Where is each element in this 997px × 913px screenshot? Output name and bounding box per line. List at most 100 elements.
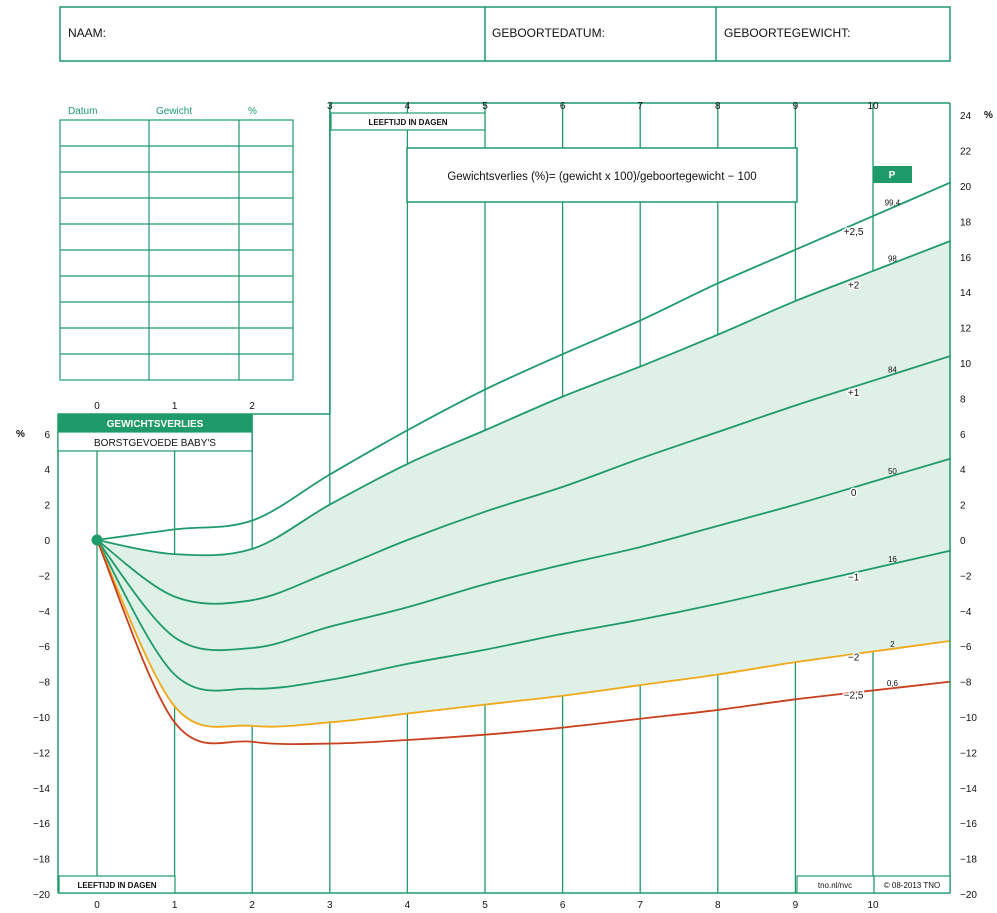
- series-line: [96, 181, 951, 541]
- age-label-top: LEEFTIJD IN DAGEN: [368, 118, 447, 127]
- birthweight-label: GEBOORTEGEWICHT:: [724, 26, 850, 40]
- y-tick-label-right: −10: [960, 713, 977, 724]
- y-tick-label-left: −20: [33, 890, 50, 901]
- name-label: NAAM:: [68, 26, 106, 40]
- series-line: [96, 240, 951, 557]
- x-tick-label-bottom: 5: [482, 900, 488, 911]
- chart-title-line2: BORSTGEVOEDE BABY'S: [94, 438, 216, 449]
- y-tick-label-right: 6: [960, 430, 966, 441]
- x-tick-label-top: 3: [327, 101, 333, 112]
- age-label-bottom: LEEFTIJD IN DAGEN: [77, 881, 156, 890]
- log-table-header-percent: %: [248, 106, 257, 117]
- y-tick-label-right: −4: [960, 607, 972, 618]
- y-tick-label-left: 2: [44, 501, 50, 512]
- x-tick-label-top: 4: [405, 101, 411, 112]
- chart-title-line1: GEWICHTSVERLIES: [107, 419, 204, 430]
- x-tick-label-top: 6: [560, 101, 566, 112]
- copyright-box: [873, 875, 951, 894]
- x-tick-label-bottom: 7: [637, 900, 643, 911]
- y-tick-label-right: −6: [960, 642, 972, 653]
- y-tick-label-left: 4: [44, 465, 50, 476]
- y-tick-label-right: 10: [960, 359, 972, 370]
- x-tick-label-bottom: 0: [94, 900, 100, 911]
- x-tick-label-mid: 0: [94, 401, 100, 412]
- left-axis-unit: %: [16, 429, 25, 440]
- x-tick-label-mid: 1: [172, 401, 178, 412]
- x-tick-label-top: 5: [482, 101, 488, 112]
- formula-text: Gewichtsverlies (%)= (gewicht x 100)/geb…: [447, 171, 756, 183]
- formula-box: [406, 147, 798, 203]
- x-tick-label-top: 8: [715, 101, 721, 112]
- sd-band-area: [97, 240, 951, 727]
- copyright-text: © 08-2013 TNO: [884, 881, 940, 890]
- y-tick-label-right: −14: [960, 784, 977, 795]
- sd-label: −2: [848, 652, 860, 663]
- percentile-label: 50: [888, 467, 897, 476]
- y-tick-label-right: −20: [960, 890, 977, 901]
- header-frame: [59, 6, 951, 62]
- y-tick-label-left: −2: [39, 571, 51, 582]
- y-tick-label-right: 24: [960, 111, 972, 122]
- series-line: [96, 355, 951, 605]
- y-tick-label-right: −8: [960, 678, 972, 689]
- age-label-box-top: [330, 112, 486, 131]
- x-tick-label-bottom: 6: [560, 900, 566, 911]
- sd-label: +2: [848, 281, 860, 292]
- x-tick-label-bottom: 3: [327, 900, 333, 911]
- y-tick-label-right: 0: [960, 536, 966, 547]
- age-label-box-bottom: [58, 875, 176, 894]
- y-tick-label-left: −14: [33, 784, 50, 795]
- x-tick-label-bottom: 9: [793, 900, 799, 911]
- y-tick-label-left: −4: [39, 607, 51, 618]
- y-tick-label-left: −16: [33, 819, 50, 830]
- y-tick-label-right: 8: [960, 394, 966, 405]
- log-table: Datum Gewicht %: [59, 106, 294, 381]
- x-tick-label-mid: 2: [249, 401, 255, 412]
- percentile-label: 98: [888, 254, 897, 263]
- x-tick-label-bottom: 4: [405, 900, 411, 911]
- x-tick-label-top: 9: [793, 101, 799, 112]
- series-line: [96, 539, 951, 728]
- y-tick-label-right: −12: [960, 748, 977, 759]
- x-tick-label-top: 7: [637, 101, 643, 112]
- percentile-label: 2: [890, 640, 895, 649]
- y-tick-label-left: 6: [44, 430, 50, 441]
- y-tick-label-right: 16: [960, 253, 972, 264]
- y-tick-label-left: −12: [33, 748, 50, 759]
- y-tick-label-right: 12: [960, 324, 972, 335]
- percentile-badge-label: P: [889, 170, 896, 181]
- series-line: [96, 539, 951, 745]
- series-line: [96, 457, 951, 652]
- sd-label: +2,5: [844, 227, 864, 238]
- y-tick-label-left: −6: [39, 642, 51, 653]
- y-tick-label-right: 4: [960, 465, 966, 476]
- percentile-badge: [873, 166, 912, 183]
- percentile-label: 16: [888, 555, 897, 564]
- y-tick-label-right: −18: [960, 855, 977, 866]
- title-box-outline: [57, 431, 253, 452]
- percentile-label: 84: [888, 366, 897, 375]
- y-tick-label-right: 22: [960, 147, 972, 158]
- y-tick-label-left: −10: [33, 713, 50, 724]
- right-axis-unit: %: [984, 110, 993, 121]
- y-tick-label-left: 0: [44, 536, 50, 547]
- percentile-label: 99,4: [885, 199, 901, 208]
- sd-label: 0: [851, 488, 857, 499]
- sd-label: −2,5: [844, 690, 864, 701]
- series-line: [96, 539, 951, 692]
- y-tick-label-left: −18: [33, 855, 50, 866]
- x-tick-label-top: 10: [867, 101, 879, 112]
- x-tick-label-bottom: 1: [172, 900, 178, 911]
- percentile-label: 0,6: [887, 679, 899, 688]
- y-tick-label-right: −2: [960, 571, 972, 582]
- y-tick-label-right: 14: [960, 288, 972, 299]
- y-tick-label-right: 20: [960, 182, 972, 193]
- x-tick-label-bottom: 2: [249, 900, 255, 911]
- log-table-header-date: Datum: [68, 106, 97, 117]
- x-tick-label-bottom: 10: [867, 900, 879, 911]
- birthdate-label: GEBOORTEDATUM:: [492, 26, 605, 40]
- log-table-header-weight: Gewicht: [156, 106, 192, 117]
- y-tick-label-right: −16: [960, 819, 977, 830]
- x-tick-label-bottom: 8: [715, 900, 721, 911]
